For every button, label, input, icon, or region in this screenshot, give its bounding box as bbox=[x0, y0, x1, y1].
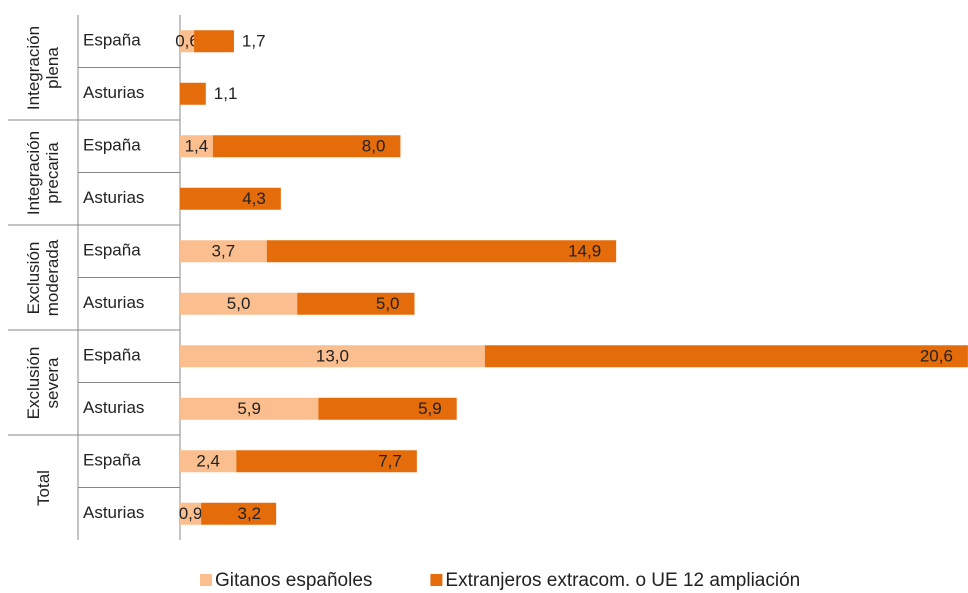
group-label: Exclusión severa bbox=[24, 346, 62, 419]
category-label: España bbox=[83, 241, 141, 260]
value-label: 5,9 bbox=[237, 399, 261, 418]
bar-segment bbox=[180, 135, 213, 158]
category-label: España bbox=[83, 136, 141, 155]
legend-swatch bbox=[430, 574, 443, 586]
value-label: 7,7 bbox=[378, 452, 402, 471]
category-label: Asturias bbox=[83, 503, 144, 522]
value-label: 0,6 bbox=[175, 32, 199, 51]
bar-segment bbox=[180, 345, 485, 368]
value-label: 1,1 bbox=[214, 84, 238, 103]
group-label: Integración precaria bbox=[24, 130, 62, 215]
value-label: 5,0 bbox=[376, 294, 400, 313]
category-label: Asturias bbox=[83, 293, 144, 312]
bar-segment bbox=[201, 502, 277, 525]
bar-segment bbox=[318, 397, 457, 420]
category-label: España bbox=[83, 346, 141, 365]
value-label: 3,7 bbox=[212, 242, 236, 261]
group-label: Exclusión moderada bbox=[24, 239, 62, 316]
value-label: 8,0 bbox=[362, 137, 386, 156]
bar-segment bbox=[180, 450, 237, 473]
value-label: 1,4 bbox=[185, 137, 209, 156]
value-label: 13,0 bbox=[316, 347, 349, 366]
bar-segment bbox=[180, 292, 298, 315]
group-label: Total bbox=[33, 469, 53, 506]
bar-segment bbox=[180, 240, 267, 263]
value-label: 5,0 bbox=[227, 294, 251, 313]
value-label: 1,7 bbox=[242, 32, 266, 51]
bar-segment bbox=[180, 30, 195, 53]
bar-segment bbox=[297, 292, 415, 315]
bar-segment bbox=[212, 135, 401, 158]
bar-segment bbox=[484, 345, 968, 368]
bar-segment bbox=[180, 502, 202, 525]
category-label: España bbox=[83, 451, 141, 470]
legend-swatch bbox=[200, 574, 212, 586]
value-label: 0,9 bbox=[179, 504, 203, 523]
bar-segment bbox=[194, 30, 234, 53]
legend-label: Extranjeros extracom. o UE 12 ampliación bbox=[445, 570, 800, 591]
group-label: Integración plena bbox=[24, 25, 62, 110]
legend-label: Gitanos españoles bbox=[215, 570, 372, 591]
category-label: Asturias bbox=[83, 188, 144, 207]
value-label: 4,3 bbox=[242, 189, 266, 208]
category-label: Asturias bbox=[83, 83, 144, 102]
value-label: 14,9 bbox=[568, 242, 601, 261]
value-label: 3,2 bbox=[238, 504, 262, 523]
value-label: 5,9 bbox=[418, 399, 442, 418]
bar-segment bbox=[266, 240, 617, 263]
bar-segment bbox=[180, 82, 206, 105]
value-label: 20,6 bbox=[920, 347, 953, 366]
bar-segment bbox=[180, 397, 319, 420]
bar-segment bbox=[180, 187, 281, 210]
category-label: España bbox=[83, 31, 141, 50]
bar-segment bbox=[236, 450, 417, 473]
value-label: 2,4 bbox=[196, 452, 220, 471]
category-label: Asturias bbox=[83, 398, 144, 417]
